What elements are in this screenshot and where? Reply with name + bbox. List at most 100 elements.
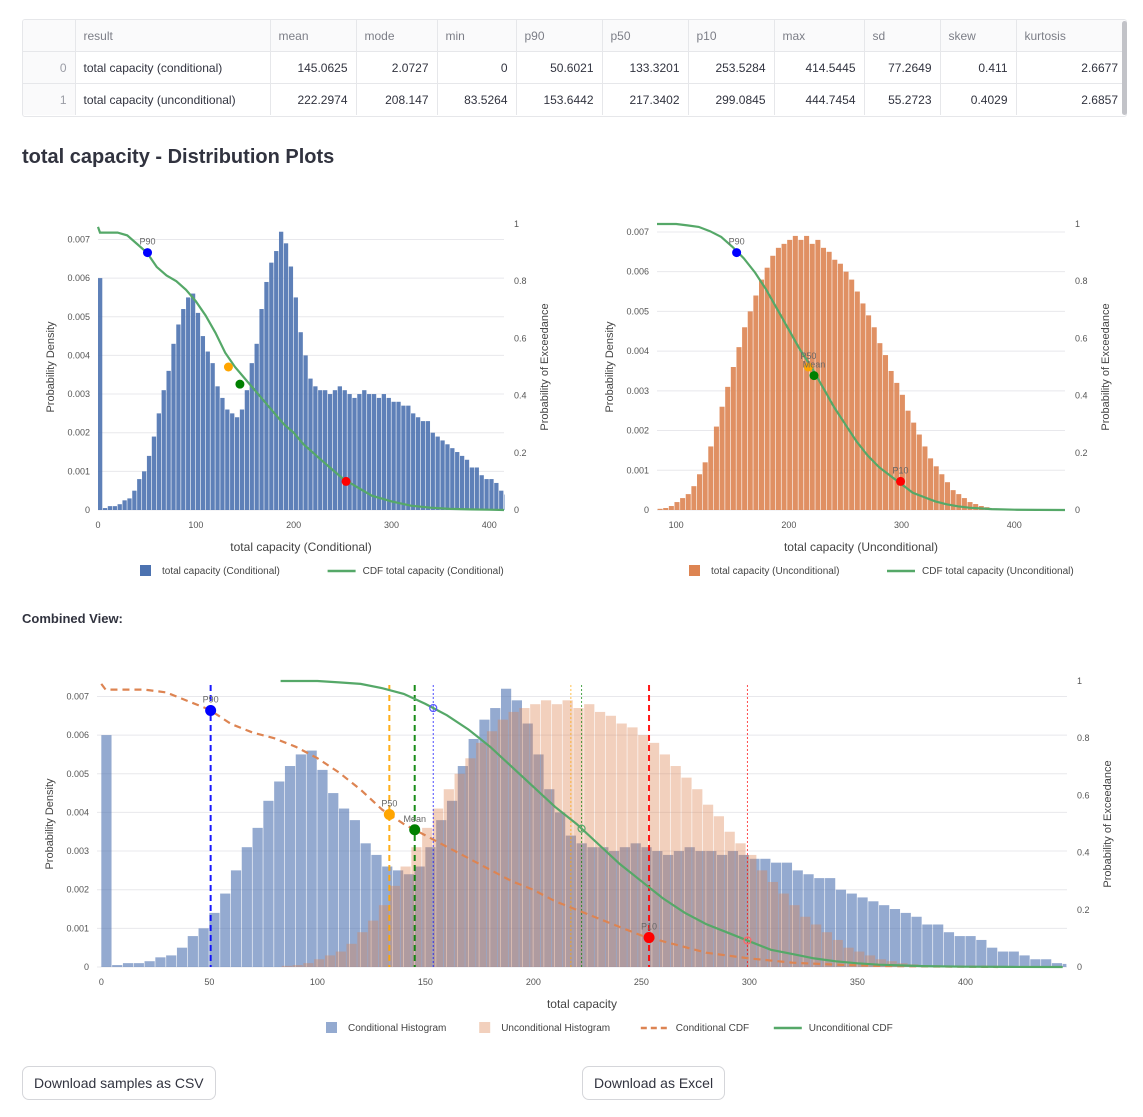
histogram-bar <box>530 704 541 967</box>
histogram-bar <box>479 475 484 510</box>
histogram-bar <box>598 847 609 967</box>
column-header[interactable]: p90 <box>516 20 603 52</box>
histogram-bar <box>911 422 917 510</box>
column-header[interactable]: mean <box>270 20 357 52</box>
histogram-bar <box>209 912 220 967</box>
histogram-bar <box>954 936 965 967</box>
histogram-bar <box>843 271 849 510</box>
histogram-bar <box>879 905 890 967</box>
y-axis-title: Probability Density <box>45 321 57 413</box>
histogram-bar <box>540 700 552 967</box>
histogram-bar <box>122 500 127 510</box>
y2-axis-title: Probability of Exceedance <box>1100 303 1112 430</box>
download-excel-button[interactable]: Download as Excel <box>582 1066 726 1100</box>
y2-tick-label: 0.6 <box>514 333 527 343</box>
histogram-bar <box>781 862 793 967</box>
percentile-label: P10 <box>893 465 909 475</box>
histogram-bar <box>760 858 771 967</box>
histogram-bar <box>1019 955 1030 967</box>
column-header[interactable]: sd <box>864 20 941 52</box>
conditional-distribution-chart[interactable]: 0 0.001 0.002 0.003 0.004 0.005 0.006 0.007 0 0.2… <box>22 205 562 587</box>
x-tick-label: 200 <box>781 520 796 530</box>
histogram-bar <box>210 363 215 510</box>
histogram-bar <box>425 421 431 510</box>
histogram-bar <box>450 448 455 510</box>
table-row[interactable]: 0 total capacity (conditional) 145.0625 2.0… <box>23 51 1126 84</box>
histogram-bar <box>736 347 742 510</box>
combined-distribution-chart[interactable]: 0 0.001 0.002 0.003 0.004 0.005 0.006 0.007 0 0.2… <box>22 665 1125 1040</box>
histogram-bar <box>670 766 681 967</box>
histogram-bar <box>497 719 508 967</box>
histogram-bar <box>338 808 350 967</box>
column-header[interactable]: result <box>75 20 271 52</box>
table-scrollbar[interactable] <box>1122 21 1127 115</box>
column-header[interactable] <box>23 20 76 52</box>
histogram-bar <box>756 870 768 967</box>
column-header[interactable]: p10 <box>688 20 775 52</box>
table-cell: 208.147 <box>356 83 438 115</box>
histogram-bar <box>681 777 692 967</box>
percentile-marker <box>803 362 813 372</box>
column-header[interactable]: p50 <box>602 20 689 52</box>
histogram-bar <box>933 924 944 967</box>
y2-tick-label: 1 <box>514 219 519 229</box>
stats-table[interactable]: result mean mode min p90 p50 p10 max sd skew kurto… <box>22 19 1127 117</box>
histogram-bar <box>411 413 416 510</box>
table-cell: 253.5284 <box>688 51 775 84</box>
histogram-bar <box>403 874 414 967</box>
column-header[interactable]: kurtosis <box>1016 20 1126 52</box>
y-tick-label: 0.002 <box>67 428 90 438</box>
histogram-bar <box>468 738 479 967</box>
percentile-marker <box>643 932 655 944</box>
histogram-bar <box>346 943 357 967</box>
histogram-bar <box>445 444 450 510</box>
column-header[interactable]: mode <box>356 20 438 52</box>
cdf-line <box>96 226 505 512</box>
percentile-label: Mean <box>403 814 426 824</box>
histogram-bar <box>749 858 760 967</box>
percentile-marker-open <box>743 936 752 945</box>
y2-tick-label: 0.4 <box>514 391 527 401</box>
x-tick-label: 300 <box>894 520 909 530</box>
x-tick-label: 200 <box>286 520 301 530</box>
histogram-bar <box>727 851 739 967</box>
download-csv-button[interactable]: Download samples as CSV <box>22 1066 216 1100</box>
histogram-bar <box>382 866 393 967</box>
histogram-bar <box>746 854 757 967</box>
histogram-bar <box>504 494 505 510</box>
histogram-bar <box>860 303 866 510</box>
histogram-bar <box>328 793 339 967</box>
histogram-bar <box>911 916 922 967</box>
histogram-bar <box>278 231 284 510</box>
histogram-bar <box>435 436 440 510</box>
histogram-bar <box>939 474 945 510</box>
histogram-bar <box>479 719 490 967</box>
histogram-bar <box>220 893 231 967</box>
y2-tick-label: 0.8 <box>1075 276 1088 286</box>
histogram-bar <box>494 482 499 510</box>
x-tick-label: 300 <box>384 520 399 530</box>
column-header[interactable]: min <box>437 20 517 52</box>
histogram-bar <box>825 878 836 967</box>
histogram-bar <box>511 700 522 967</box>
table-row[interactable]: 1 total capacity (unconditional) 222.2974 2… <box>23 83 1126 115</box>
cdf-line <box>280 679 1063 969</box>
percentile-marker <box>341 476 351 486</box>
histogram-bar <box>832 939 843 967</box>
histogram-bar <box>702 804 714 967</box>
percentile-marker <box>235 379 245 389</box>
x-axis-title: total capacity (Conditional) <box>230 540 371 554</box>
histogram-bar <box>464 459 470 510</box>
histogram-bar <box>195 312 201 510</box>
y-axis-title: Probability Density <box>604 321 616 413</box>
histogram-bar <box>389 885 400 967</box>
column-header[interactable]: max <box>774 20 865 52</box>
histogram-bar <box>432 808 444 967</box>
y2-tick-label: 1 <box>1077 676 1082 686</box>
column-header[interactable]: skew <box>940 20 1017 52</box>
unconditional-distribution-chart[interactable]: 0 0.001 0.002 0.003 0.004 0.005 0.006 0.007 0 0.2… <box>580 205 1125 587</box>
histogram-bar <box>332 390 338 510</box>
histogram-bar <box>288 266 294 510</box>
combined-view-label: Combined View: <box>22 611 123 626</box>
histogram-bar <box>950 490 956 510</box>
